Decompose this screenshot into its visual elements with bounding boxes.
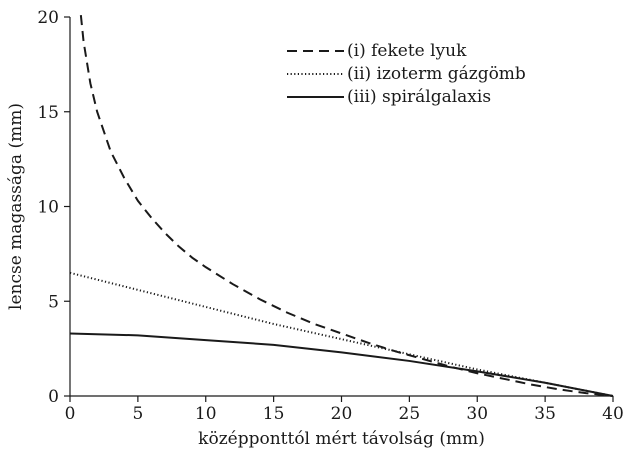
legend-label-3: (iii) spirálgalaxis — [347, 87, 491, 107]
series-lines — [69, 14, 614, 397]
y-tick-label: 0 — [48, 387, 59, 407]
y-tick-label: 5 — [48, 292, 59, 312]
legend: (i) fekete lyuk (ii) izoterm gázgömb (iii)… — [287, 41, 526, 107]
y-axis-title: lencse magassága (mm) — [6, 103, 26, 310]
legend-label-2: (ii) izoterm gázgömb — [347, 64, 526, 84]
x-tick-label: 25 — [399, 404, 421, 424]
y-tick-label: 10 — [37, 198, 59, 218]
y-tick-label: 20 — [37, 8, 59, 28]
series-line-2 — [69, 271, 614, 397]
x-tick-label: 15 — [263, 404, 285, 424]
x-tick-label: 35 — [534, 404, 556, 424]
x-ticks: 0 5 10 15 20 25 30 35 40 — [65, 396, 624, 424]
x-tick-label: 20 — [331, 404, 353, 424]
series-line-3 — [69, 332, 614, 397]
x-tick-label: 40 — [602, 404, 624, 424]
y-ticks: 0 5 10 15 20 — [37, 8, 70, 407]
x-tick-label: 30 — [466, 404, 488, 424]
y-tick-label: 15 — [37, 103, 59, 123]
x-tick-label: 10 — [195, 404, 217, 424]
legend-label-1: (i) fekete lyuk — [347, 41, 467, 61]
x-tick-label: 5 — [132, 404, 143, 424]
x-tick-label: 0 — [65, 404, 76, 424]
series-line-1 — [79, 14, 614, 397]
x-axis-title: középponttól mért távolság (mm) — [198, 429, 485, 449]
